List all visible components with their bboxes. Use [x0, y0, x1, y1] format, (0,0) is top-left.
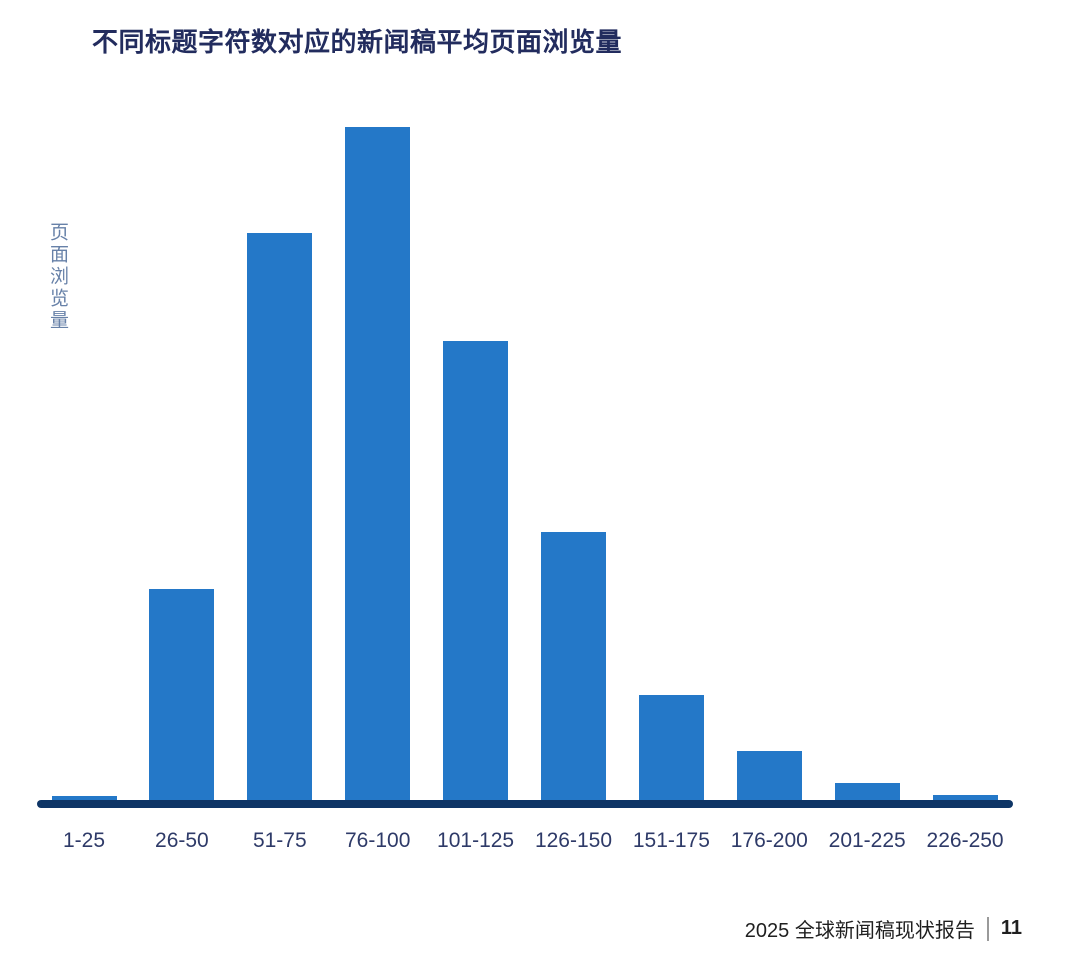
x-tick-label: 126-150 [534, 829, 613, 852]
bar-51-75 [247, 233, 313, 804]
footer-page-number: 11 [1000, 917, 1022, 939]
page-footer: 2025 全球新闻稿现状报告 11 [745, 914, 1022, 943]
y-axis-label: 页面浏览量 [47, 222, 68, 332]
footer-separator [986, 916, 989, 941]
chart-title: 不同标题字符数对应的新闻稿平均页面浏览量 [92, 27, 623, 57]
bar-26-50 [149, 589, 215, 804]
bar-126-150 [541, 532, 606, 804]
x-tick-label: 226-250 [926, 829, 1004, 852]
bar-151-175 [638, 695, 704, 804]
footer-report-name: 2025 全球新闻稿现状报告 [744, 920, 975, 942]
x-tick-label: 151-175 [632, 829, 710, 852]
bar-226-250 [932, 795, 998, 804]
x-tick-label: 51-75 [252, 829, 307, 852]
bar-176-200 [736, 751, 802, 804]
x-tick-label: 176-200 [730, 829, 808, 852]
x-tick-label: 101-125 [437, 829, 515, 852]
x-tick-label: 1-25 [62, 829, 106, 852]
x-axis-line [37, 800, 1013, 808]
x-tick-label: 76-100 [344, 829, 411, 852]
x-tick-label: 26-50 [155, 829, 209, 852]
bar-201-225 [834, 783, 900, 804]
bar-76-100 [345, 127, 411, 804]
x-tick-label: 201-225 [828, 829, 906, 852]
bar-101-125 [443, 341, 509, 804]
